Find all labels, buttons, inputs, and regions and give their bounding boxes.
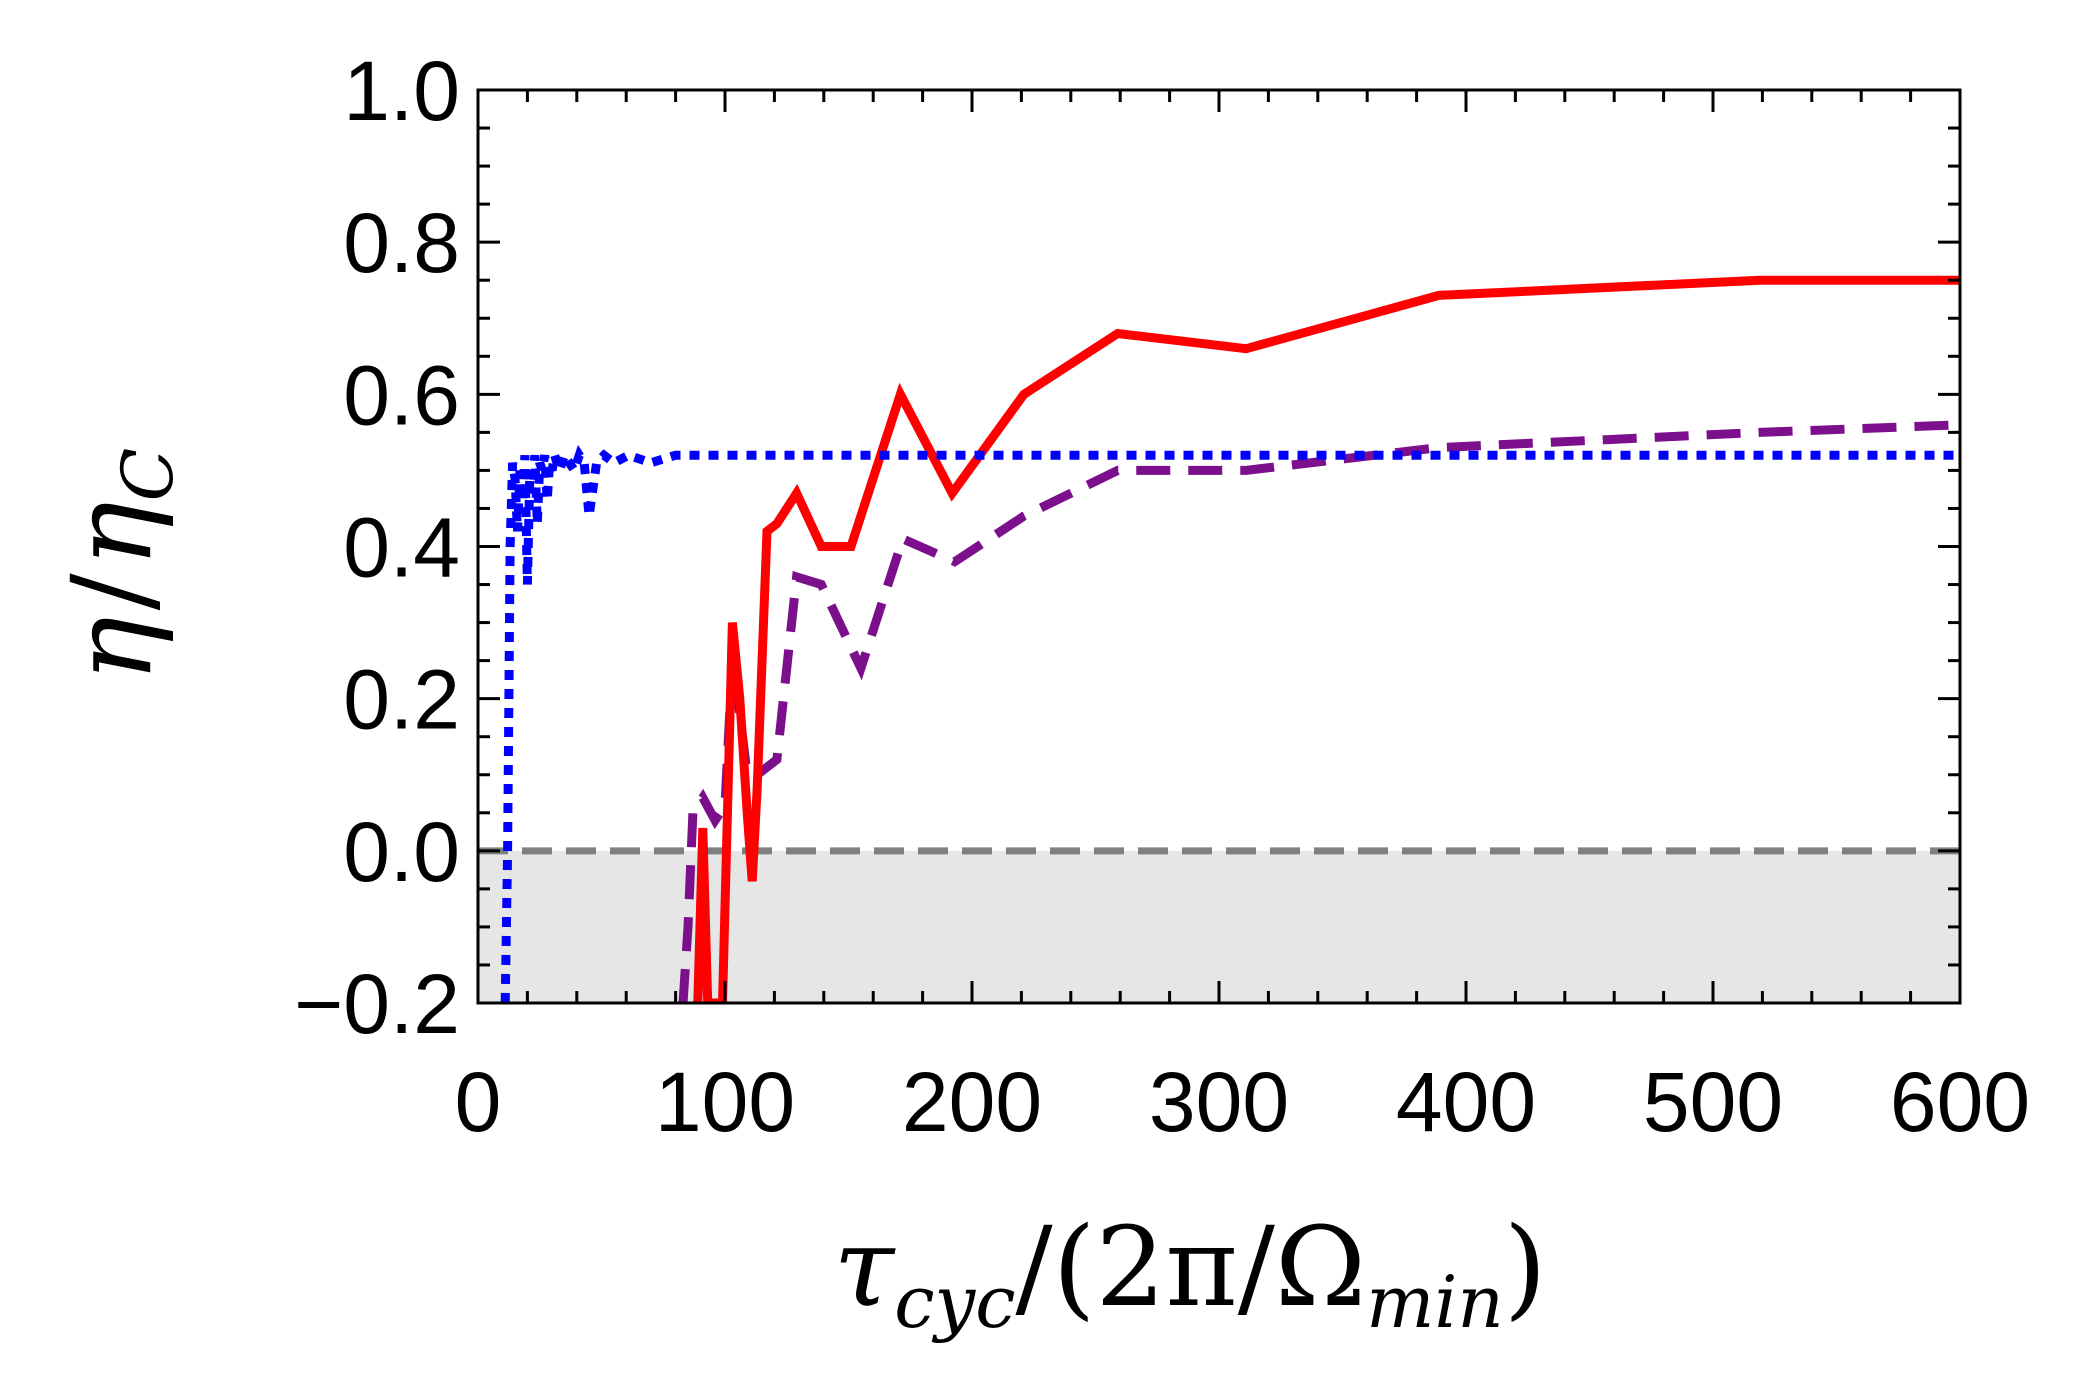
x-tick-label: 600 (1890, 1055, 2030, 1149)
x-label-close: ) (1504, 1203, 1547, 1331)
x-tick-label: 100 (655, 1055, 795, 1149)
series-line-purple-dashed (678, 420, 1960, 1003)
x-label-rest: /(2π/Ω (1016, 1203, 1367, 1331)
y-tick-label: 0.2 (343, 653, 460, 747)
x-tick-label: 500 (1643, 1055, 1783, 1149)
x-label-rest-subscript: min (1366, 1260, 1504, 1344)
y-tick-label: 1.0 (343, 44, 460, 138)
x-tick-label: 0 (455, 1055, 502, 1149)
y-tick-label: 0.6 (343, 348, 460, 442)
y-axis-label: η/ηC (48, 448, 189, 682)
x-label-main: τ (833, 1203, 896, 1331)
x-axis-label: τcyc/(2π/Ωmin) (833, 1203, 1546, 1344)
x-tick-label: 300 (1149, 1055, 1289, 1149)
series-line-blue-dotted (500, 444, 1960, 1003)
y-tick-label: 0.4 (343, 501, 460, 595)
y-tick-label: −0.2 (294, 957, 460, 1051)
y-tick-label: 0.0 (343, 805, 460, 899)
x-tick-label: 400 (1396, 1055, 1536, 1149)
y-tick-label: 0.8 (343, 196, 460, 290)
y-label-denominator: η (48, 501, 176, 567)
y-label-subscript: C (107, 448, 189, 502)
x-label-main-subscript: cyc (894, 1260, 1015, 1344)
x-tick-label: 200 (902, 1055, 1042, 1149)
y-label-numerator: η (48, 616, 176, 682)
series-line-red-solid (693, 275, 1960, 1003)
y-label-slash: / (48, 572, 176, 610)
